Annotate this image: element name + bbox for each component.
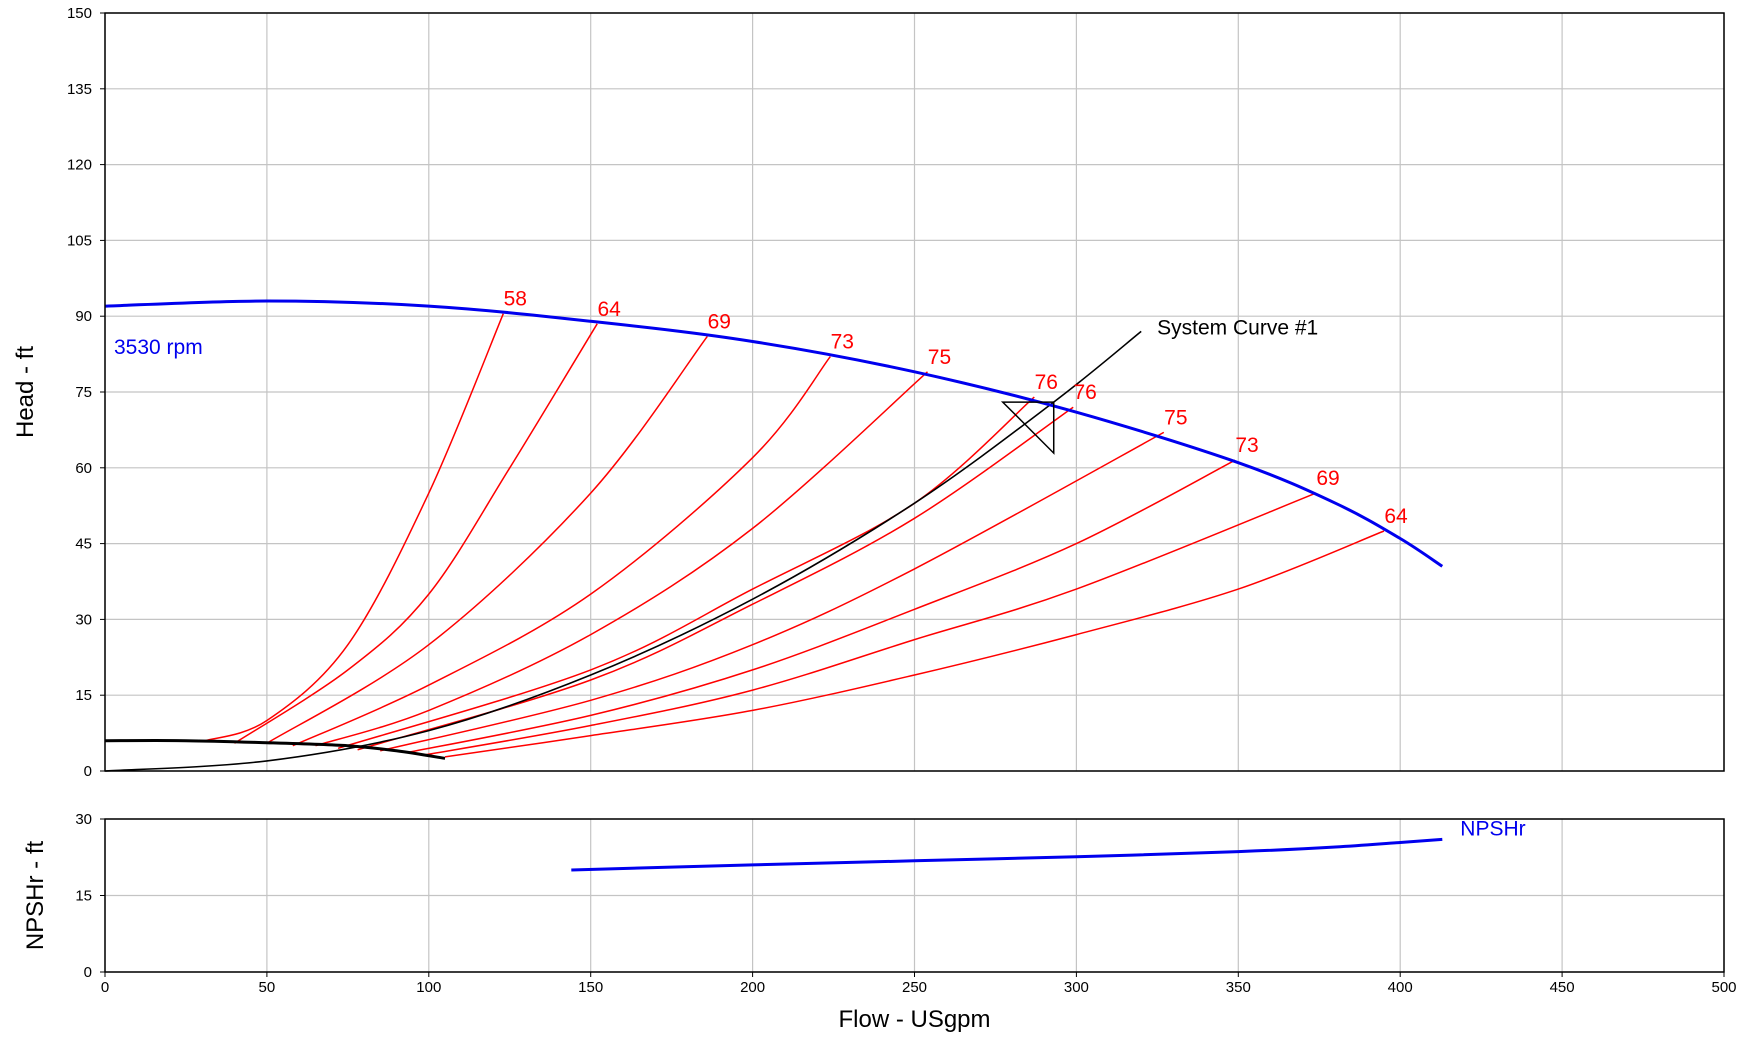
system-curve [104, 330, 1142, 772]
npsh-panel-grid [104, 818, 1725, 973]
efficiency-label-75-7: 75 [1164, 406, 1187, 429]
head-y-tick-label: 45 [75, 536, 92, 553]
efficiency-label-73-3: 73 [831, 331, 854, 354]
x-tick-label: 0 [101, 979, 109, 996]
npsh-y-tick-label: 30 [75, 811, 92, 828]
npsh-y-tick-label: 15 [75, 888, 92, 905]
head-panel-grid [104, 12, 1725, 772]
axis-ticks: 0 50 100 150 200 250 300 350 400 450 5000153045607… [67, 5, 1737, 996]
head-y-tick-label: 150 [67, 5, 92, 22]
efficiency-line-64-10 [444, 530, 1385, 758]
x-tick-label: 350 [1226, 979, 1251, 996]
npsh-y-tick-label: 0 [84, 964, 92, 981]
efficiency-line-75-7 [380, 431, 1165, 752]
efficiency-label-69-2: 69 [708, 310, 731, 333]
npsh-panel-series [571, 837, 1443, 872]
efficiency-label-76-5: 76 [1035, 371, 1058, 394]
head-y-tick-label: 60 [75, 460, 92, 477]
efficiency-line-73-3 [292, 356, 831, 747]
x-tick-label: 300 [1064, 979, 1089, 996]
pump-speed-label: 3530 rpm [114, 336, 203, 359]
npsh-panel-frame [104, 818, 1725, 973]
npsh-y-axis-title: NPSHr - ft [22, 841, 49, 951]
x-tick-label: 100 [416, 979, 441, 996]
npshr-curve [571, 837, 1443, 872]
efficiency-label-73-8: 73 [1235, 434, 1258, 457]
efficiency-label-64-10: 64 [1384, 505, 1408, 528]
head-y-tick-label: 15 [75, 687, 92, 704]
series-labels: 58 64 69 73 75 76 76 75 73 69 64 System Curve #1 353… [114, 288, 1526, 841]
x-tick-label: 50 [259, 979, 276, 996]
efficiency-line-75-4 [315, 371, 928, 747]
efficiency-line-69-2 [266, 335, 708, 744]
efficiency-label-69-9: 69 [1316, 467, 1339, 490]
head-y-tick-label: 90 [75, 308, 92, 325]
operating-point-marker [1000, 401, 1055, 455]
efficiency-label-76-6: 76 [1073, 381, 1096, 404]
x-tick-label: 150 [578, 979, 603, 996]
npshr-label: NPSHr [1460, 817, 1525, 840]
head-panel-series [104, 299, 1444, 772]
pump-curve [104, 299, 1444, 568]
efficiency-label-64-1: 64 [597, 298, 621, 321]
efficiency-line-64-1 [234, 323, 598, 744]
x-tick-label: 450 [1550, 979, 1575, 996]
x-axis-title: Flow - USgpm [838, 1006, 990, 1033]
efficiency-line-58-0 [205, 313, 504, 742]
efficiency-line-76-6 [357, 406, 1074, 751]
x-tick-label: 500 [1711, 979, 1736, 996]
head-y-tick-label: 135 [67, 81, 92, 98]
head-panel-frame [104, 12, 1725, 772]
head-y-tick-label: 75 [75, 384, 92, 401]
efficiency-line-73-8 [405, 459, 1236, 754]
head-y-tick-label: 30 [75, 611, 92, 628]
x-tick-label: 250 [902, 979, 927, 996]
head-y-axis-title: Head - ft [12, 346, 39, 438]
system-curve-label: System Curve #1 [1157, 316, 1318, 339]
efficiency-line-69-9 [422, 492, 1317, 757]
head-y-tick-label: 0 [84, 763, 92, 780]
x-tick-label: 200 [740, 979, 765, 996]
efficiency-label-58-0: 58 [504, 288, 527, 311]
head-y-tick-label: 120 [67, 157, 92, 174]
head-y-tick-label: 105 [67, 232, 92, 249]
x-tick-label: 400 [1388, 979, 1413, 996]
efficiency-line-76-5 [337, 396, 1035, 750]
static-head-curve [104, 739, 446, 760]
efficiency-label-75-4: 75 [928, 346, 951, 369]
